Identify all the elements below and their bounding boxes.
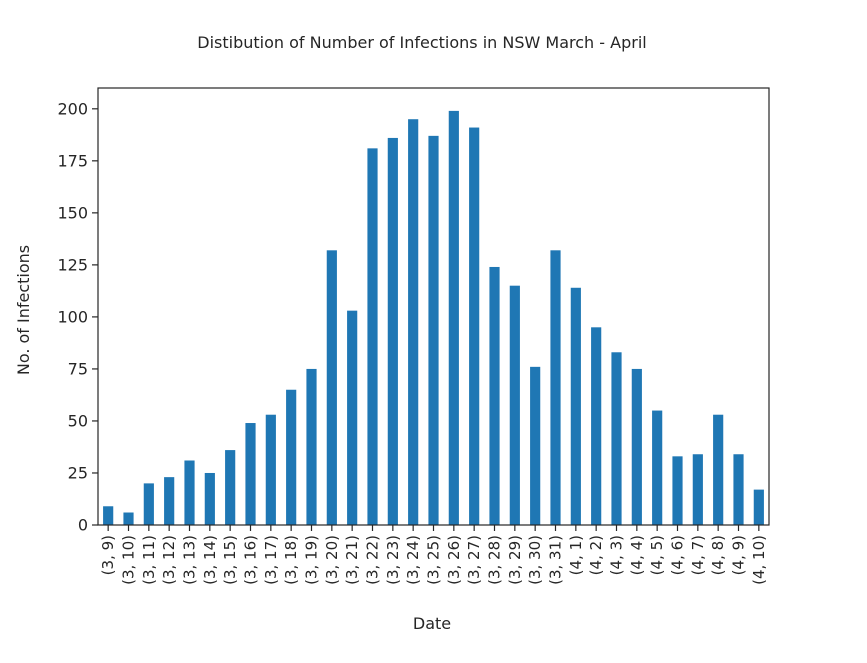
bar [184,460,195,525]
bar [306,368,317,525]
x-tick-label: (3, 17) [262,535,280,585]
y-axis-label: No. of Infections [14,245,33,375]
x-tick-label: (4, 8) [709,535,727,575]
x-tick-label: (3, 22) [364,535,382,585]
x-tick-label: (3, 25) [425,535,443,585]
bar [408,119,419,526]
bar [733,454,744,525]
bar [103,506,114,525]
bar [753,489,764,525]
y-tick-label: 0 [78,516,88,535]
x-tick-label: (3, 16) [242,535,260,585]
y-tick-label: 175 [57,151,88,170]
x-tick-label: (4, 4) [628,535,646,575]
x-tick-label: (3, 13) [181,535,199,585]
x-tick-label: (4, 9) [730,535,748,575]
x-tick-label: (3, 20) [323,535,341,585]
x-tick-label: (3, 31) [547,535,565,585]
bar [448,110,459,525]
x-tick-label: (3, 19) [303,535,321,585]
bar [611,352,622,525]
bar [530,366,541,525]
y-tick-label: 125 [57,255,88,274]
x-tick-label: (4, 7) [689,535,707,575]
x-tick-label: (3, 28) [486,535,504,585]
bar [570,287,581,525]
bar [652,410,663,525]
y-tick-label: 200 [57,99,88,118]
bar [265,414,276,525]
x-axis-label: Date [413,614,451,633]
x-tick-label: (3, 21) [343,535,361,585]
x-tick-label: (3, 9) [99,535,117,575]
bar [469,127,480,525]
x-tick-label: (3, 27) [465,535,483,585]
bar [509,285,520,525]
bar [164,477,175,525]
x-tick-label: (4, 3) [608,535,626,575]
x-tick-label: (3, 24) [404,535,422,585]
bar [204,472,215,525]
bar [692,454,703,525]
x-tick-label: (3, 26) [445,535,463,585]
bar [713,414,724,525]
bar [123,512,134,525]
x-tick-label: (3, 18) [282,535,300,585]
bar [387,137,398,525]
y-tick-label: 50 [68,411,88,430]
bar [672,456,683,525]
x-tick-label: (4, 6) [669,535,687,575]
x-tick-label: (3, 15) [221,535,239,585]
bar [143,483,154,525]
y-tick-label: 75 [68,359,88,378]
bar [550,250,561,525]
bar [225,450,236,525]
bar [428,135,439,526]
x-tick-label: (4, 5) [648,535,666,575]
bar [489,266,500,525]
bar [326,250,337,525]
x-tick-label: (3, 29) [506,535,524,585]
x-tick-label: (3, 23) [384,535,402,585]
bar [245,423,256,525]
y-tick-label: 25 [68,463,88,482]
x-tick-label: (4, 2) [587,535,605,575]
x-tick-label: (3, 10) [120,535,138,585]
x-tick-label: (3, 30) [526,535,544,585]
x-tick-label: (4, 1) [567,535,585,575]
x-tick-label: (4, 10) [750,535,768,585]
x-tick-label: (3, 12) [160,535,178,585]
y-tick-label: 150 [57,203,88,222]
x-tick-label: (3, 11) [140,535,158,585]
bar [631,368,642,525]
chart-title: Distibution of Number of Infections in N… [197,33,646,52]
bar [286,389,297,525]
x-tick-label: (3, 14) [201,535,219,585]
bar [591,327,602,525]
y-tick-label: 100 [57,307,88,326]
bar [347,310,358,525]
bar [367,148,378,525]
